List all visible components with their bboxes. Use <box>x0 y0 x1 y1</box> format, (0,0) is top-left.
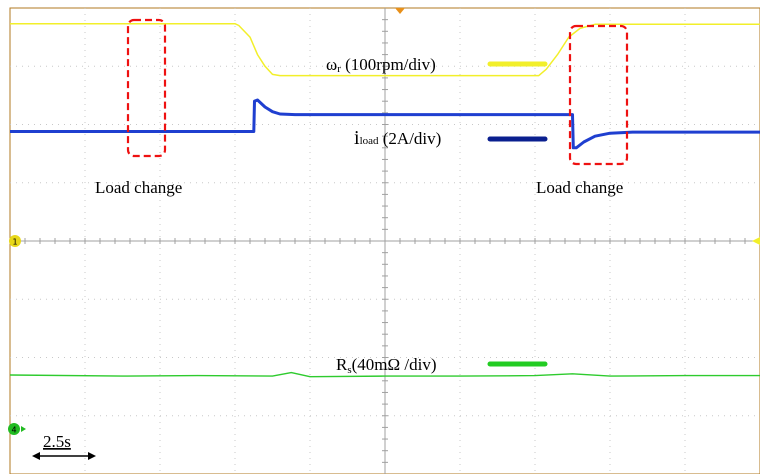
legend-omega-scale: (100rpm/div) <box>341 55 436 74</box>
channel-4-marker-text: 4 <box>11 426 16 435</box>
legend-iload-label: iload (2A/div) <box>354 127 441 149</box>
legend-iload-main: i <box>354 127 360 149</box>
load-change-box-1 <box>126 18 167 158</box>
grid <box>10 8 760 474</box>
right-level-marker-icon <box>752 237 760 245</box>
legend-rs-label: Rs(40mΩ /div) <box>336 355 437 376</box>
legend-rs-sub: s <box>347 364 351 376</box>
legend-omega-sub: r <box>337 63 341 75</box>
legend-rs-main: R <box>336 355 348 374</box>
traces <box>9 22 760 378</box>
trace-2 <box>9 371 760 378</box>
load-change-box-2 <box>568 24 629 166</box>
channel-1-marker-icon: 1 <box>9 235 21 247</box>
trace-1 <box>10 98 760 150</box>
annotation-load-change-1: Load change <box>95 178 182 197</box>
channel-1-marker-text: 1 <box>12 238 17 247</box>
channel-4-marker-icon: 4 <box>8 423 26 435</box>
legend-iload-scale: (2A/div) <box>379 129 442 148</box>
legend-iload-sub: load <box>360 135 379 147</box>
annotation-load-change-2: Load change <box>536 178 623 197</box>
legend-omega-main: ω <box>326 55 337 74</box>
legend-omega-label: ωr (100rpm/div) <box>326 55 436 75</box>
time-scale-label: 2.5s <box>43 432 71 451</box>
time-scale-arrow-icon <box>32 452 96 460</box>
trigger-marker-icon <box>395 8 405 14</box>
trace-0 <box>10 22 760 77</box>
legend-rs-scale: (40mΩ /div) <box>352 355 437 374</box>
